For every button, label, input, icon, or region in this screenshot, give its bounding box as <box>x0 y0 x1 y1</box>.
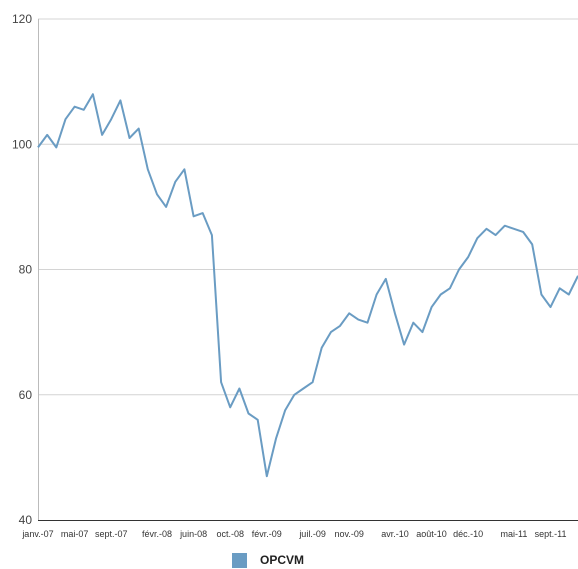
legend: OPCVM <box>232 551 304 569</box>
y-tick-label: 40 <box>19 513 33 527</box>
series-line-opcvm <box>37 93 578 478</box>
x-tick-label: nov.-09 <box>335 529 364 539</box>
x-tick-label: juin-08 <box>179 529 207 539</box>
y-tick-label: 100 <box>12 137 32 151</box>
y-tick-labels: 40 60 80 100 120 <box>12 12 32 527</box>
y-tick-label: 80 <box>19 263 33 277</box>
x-tick-label: sept.-07 <box>95 529 128 539</box>
x-tick-label: juil.-09 <box>298 529 326 539</box>
x-tick-label: mai-11 <box>501 529 528 539</box>
x-tick-label: févr.-09 <box>252 529 282 539</box>
y-tick-label: 120 <box>12 12 32 26</box>
x-tick-label: août-10 <box>416 529 447 539</box>
legend-label-opcvm: OPCVM <box>260 553 305 567</box>
x-tick-label: mai-07 <box>61 529 89 539</box>
x-tick-label: avr.-10 <box>381 529 409 539</box>
x-tick-label: janv.-07 <box>21 529 53 539</box>
x-tick-labels: janv.-07 mai-07 sept.-07 févr.-08 juin-08 oct… <box>21 529 566 539</box>
legend-swatch-opcvm <box>232 552 247 568</box>
x-tick-label: sept.-11 <box>535 529 567 539</box>
x-tick-label: oct.-08 <box>216 529 244 539</box>
x-tick-label: déc.-10 <box>453 529 483 539</box>
gridlines <box>38 18 578 396</box>
y-tick-label: 60 <box>19 388 33 402</box>
x-tick-label: févr.-08 <box>142 529 172 539</box>
